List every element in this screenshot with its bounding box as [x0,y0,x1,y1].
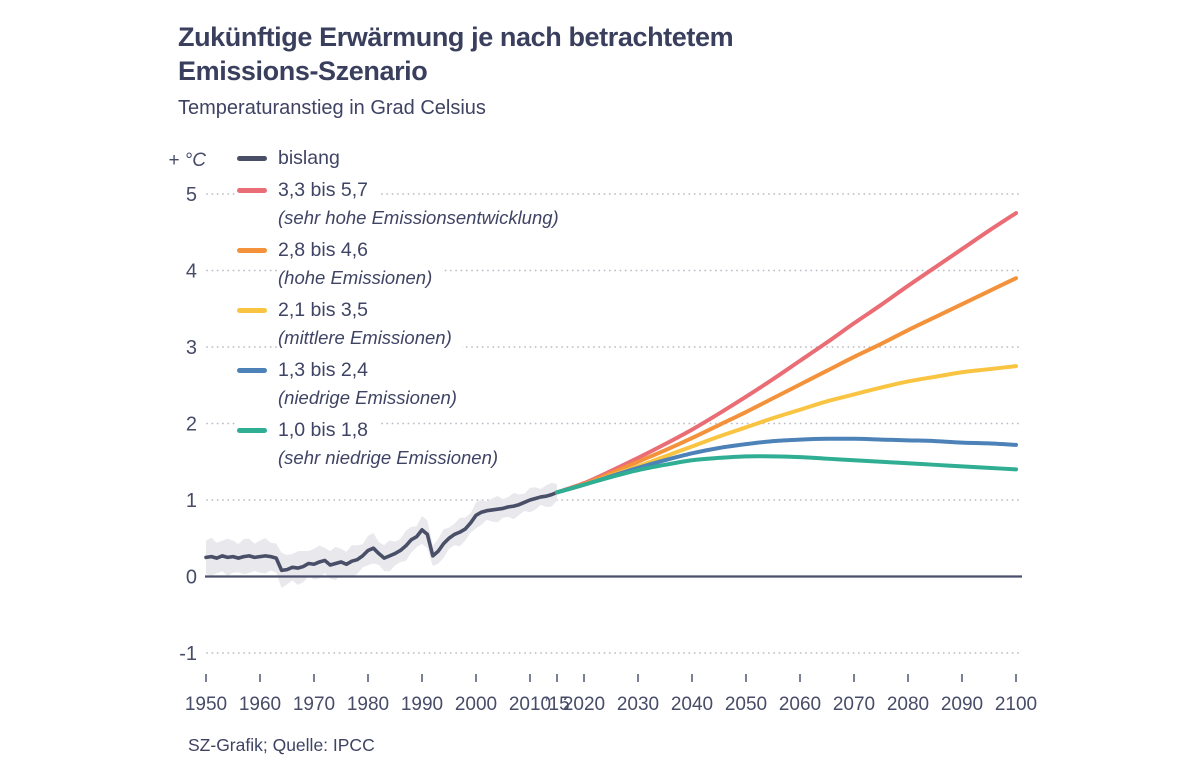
projection-line-sehr-hohe-emissionen [555,211,1018,495]
legend-sublabel: (sehr hohe Emissionsentwicklung) [278,205,569,230]
x-axis-label-2040: 2040 [671,694,713,715]
legend-sublabel: (sehr niedrige Emissionen) [278,445,509,470]
legend-item-mittlere-emissionen: 2,1 bis 3,5 (mittlere Emissionen) [237,298,569,350]
projection-line-niedrige-emissionen [555,436,1018,495]
svg-text:1: 1 [186,490,197,512]
legend-label: 1,3 bis 2,4 [278,358,368,381]
legend-item-sehr-niedrige-emissionen: 1,0 bis 1,8 (sehr niedrige Emissionen) [237,418,569,470]
historical-line-bislang [204,490,559,573]
legend-label: 2,8 bis 4,6 [278,238,368,261]
legend-swatch-sehr-hohe-emissionen-icon [237,187,267,193]
gridlines [206,193,1021,654]
x-axis-label-2050: 2050 [725,694,767,715]
x-axis-label-2000: 2000 [455,694,497,715]
legend-label: 3,3 bis 5,7 [278,178,368,201]
legend-sublabel: (hohe Emissionen) [278,265,443,290]
projection-line-hohe-emissionen [555,276,1018,495]
title-line-2: Emissions-Szenario [178,56,428,87]
x-axis-label-2080: 2080 [887,694,929,715]
legend-item-bislang: bislang [237,146,569,170]
x-axis-label-1990: 1990 [401,694,443,715]
svg-text:5: 5 [186,184,197,206]
legend-swatch-hohe-emissionen-icon [237,247,267,253]
x-axis-label-1960: 1960 [239,694,281,715]
page-title: Zukünftige Erwärmung je nach betrachtete… [178,20,734,88]
source-credit: SZ-Grafik; Quelle: IPCC [188,735,375,755]
svg-text:4: 4 [186,261,197,283]
x-axis-label-1950: 1950 [185,694,227,715]
legend-label: 2,1 bis 3,5 [278,298,368,321]
svg-text:0: 0 [186,567,197,589]
chart-header: Zukünftige Erwärmung je nach betrachtete… [178,20,734,120]
legend-sublabel: (mittlere Emissionen) [278,325,462,350]
legend-swatch-sehr-niedrige-emissionen-icon [237,427,267,433]
x-axis-label-2015: ’15 [544,694,569,715]
title-line-1: Zukünftige Erwärmung je nach betrachtete… [178,22,734,52]
x-axis-label-2010: 2010 [509,694,551,715]
legend-item-sehr-hohe-emissionen: 3,3 bis 5,7 (sehr hohe Emissionsentwickl… [237,178,569,230]
x-axis-label-2100: 2100 [995,694,1037,715]
y-axis-unit-label: + °C [168,150,206,171]
x-axis-label-2060: 2060 [779,694,821,715]
x-axis-label-2090: 2090 [941,694,983,715]
legend-sublabel: (niedrige Emissionen) [278,385,467,410]
projection-line-sehr-niedrige-emissionen [555,454,1018,495]
x-axis-label-2070: 2070 [833,694,875,715]
legend-item-niedrige-emissionen: 1,3 bis 2,4 (niedrige Emissionen) [237,358,569,410]
legend-swatch-mittlere-emissionen-icon [237,307,267,313]
x-axis-label-1980: 1980 [347,694,389,715]
chart-subtitle: Temperaturanstieg in Grad Celsius [178,97,486,120]
legend-label: 1,0 bis 1,8 [278,418,368,441]
svg-text:2: 2 [186,414,197,436]
uncertainty-band [206,482,557,589]
chart-legend: bislang 3,3 bis 5,7 (sehr hohe Emissions… [237,146,569,470]
svg-text:-1: -1 [179,643,197,665]
x-axis-label-2020: 2020 [563,694,605,715]
x-axis-label-1970: 1970 [293,694,335,715]
svg-text:3: 3 [186,337,197,359]
y-axis-labels: 5 4 3 2 1 0 -1 [179,184,197,665]
legend-item-hohe-emissionen: 2,8 bis 4,6 (hohe Emissionen) [237,238,569,290]
legend-swatch-bislang-icon [237,155,267,161]
x-axis-label-2030: 2030 [617,694,659,715]
legend-label: bislang [278,146,340,169]
legend-swatch-niedrige-emissionen-icon [237,367,267,373]
